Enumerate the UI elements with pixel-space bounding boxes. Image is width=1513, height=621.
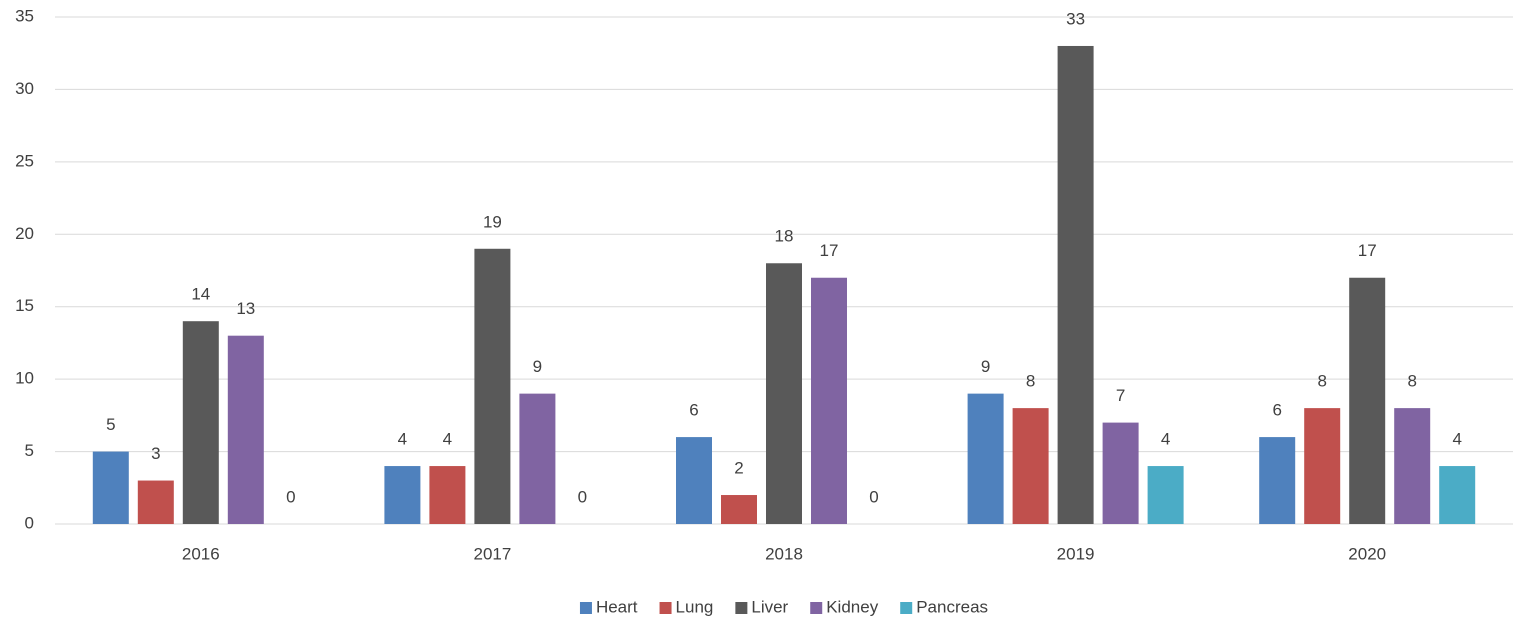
data-label: 9 <box>533 357 542 376</box>
legend-swatch <box>579 602 592 614</box>
data-label: 4 <box>398 430 407 449</box>
bar <box>227 335 264 524</box>
y-tick-label: 0 <box>25 513 34 532</box>
bar <box>474 248 511 524</box>
data-label: 6 <box>1272 401 1281 420</box>
data-label: 4 <box>1452 430 1461 449</box>
data-label: 0 <box>286 487 295 506</box>
data-label: 2 <box>734 459 743 478</box>
legend-swatch <box>735 602 748 614</box>
y-tick-label: 10 <box>15 369 34 388</box>
y-tick-label: 5 <box>25 441 34 460</box>
bar <box>1057 45 1094 524</box>
data-label: 0 <box>869 487 878 506</box>
data-label: 8 <box>1407 372 1416 391</box>
legend-swatch <box>810 602 823 614</box>
bar <box>766 263 802 524</box>
bar <box>967 393 1004 524</box>
data-label: 17 <box>820 241 839 260</box>
data-label: 18 <box>775 227 794 246</box>
data-label: 33 <box>1066 9 1085 28</box>
data-label: 19 <box>483 212 502 231</box>
data-label: 9 <box>981 357 990 376</box>
data-label: 8 <box>1317 372 1326 391</box>
bar <box>721 495 757 524</box>
bar <box>519 393 556 524</box>
bar <box>92 451 129 524</box>
legend-swatch <box>659 602 672 614</box>
x-tick-label: 2020 <box>1348 544 1386 563</box>
bar <box>1102 422 1139 524</box>
bar <box>137 480 174 524</box>
data-label: 13 <box>236 299 255 318</box>
bar <box>1012 408 1049 524</box>
x-tick-label: 2017 <box>473 544 511 563</box>
x-tick-label: 2019 <box>1057 544 1095 563</box>
bar <box>1259 437 1296 524</box>
data-label: 17 <box>1358 241 1377 260</box>
bar <box>1394 408 1431 524</box>
legend-label: Lung <box>676 597 714 616</box>
data-label: 3 <box>151 444 160 463</box>
legend-swatch <box>900 602 913 614</box>
data-label: 8 <box>1026 372 1035 391</box>
data-label: 6 <box>689 401 698 420</box>
bar <box>1147 466 1184 524</box>
data-label: 5 <box>106 415 115 434</box>
legend-label: Pancreas <box>916 597 988 616</box>
x-tick-label: 2016 <box>182 544 220 563</box>
data-label: 4 <box>1161 430 1170 449</box>
y-tick-label: 25 <box>15 151 34 170</box>
data-label: 4 <box>443 430 452 449</box>
legend-label: Heart <box>596 597 638 616</box>
y-tick-label: 15 <box>15 296 34 315</box>
data-label: 14 <box>191 285 210 304</box>
bar <box>1304 408 1341 524</box>
bar <box>429 466 466 524</box>
bar <box>1439 466 1476 524</box>
legend-label: Liver <box>751 597 788 616</box>
x-tick-label: 2018 <box>765 544 803 563</box>
y-tick-label: 35 <box>15 6 34 25</box>
bar <box>676 437 712 524</box>
y-tick-label: 30 <box>15 79 34 98</box>
bar <box>811 277 847 524</box>
y-tick-label: 20 <box>15 224 34 243</box>
legend-label: Kidney <box>826 597 878 616</box>
bar <box>182 321 219 524</box>
bar <box>384 466 421 524</box>
bar <box>1349 277 1386 524</box>
data-label: 0 <box>578 487 587 506</box>
data-label: 7 <box>1116 386 1125 405</box>
